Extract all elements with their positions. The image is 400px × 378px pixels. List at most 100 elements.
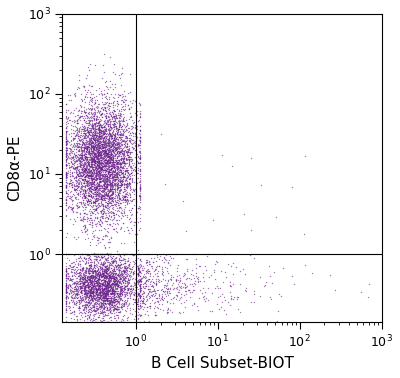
Point (119, 210, 125, 216)
Point (98, 278, 104, 284)
Point (107, 300, 114, 306)
Point (109, 182, 116, 188)
Point (91, 286, 98, 292)
Point (103, 273, 109, 279)
Point (83, 284, 89, 290)
Point (129, 141, 135, 147)
Point (111, 306, 117, 312)
Point (117, 122, 124, 128)
Point (136, 155, 142, 161)
Point (106, 279, 112, 285)
Point (98, 274, 104, 280)
Point (63, 141, 70, 147)
Point (82, 155, 88, 161)
Point (82, 167, 88, 173)
Point (80, 199, 86, 205)
Point (63, 165, 70, 171)
Point (116, 119, 122, 125)
Point (82, 154, 89, 160)
Point (118, 97, 125, 103)
Point (156, 295, 162, 301)
Point (125, 149, 131, 155)
Point (112, 177, 119, 183)
Point (150, 283, 156, 289)
Point (120, 155, 127, 161)
Point (136, 282, 142, 288)
Point (88, 275, 95, 281)
Point (96, 276, 103, 282)
Point (83, 167, 89, 173)
Point (107, 177, 113, 183)
Point (84, 159, 90, 165)
Point (134, 298, 141, 304)
Point (74, 181, 81, 187)
Point (84, 299, 90, 305)
Point (64, 113, 71, 119)
Point (104, 319, 111, 325)
Point (68, 310, 74, 316)
Point (109, 160, 116, 166)
Point (124, 192, 131, 198)
Point (105, 291, 112, 297)
Point (106, 181, 112, 187)
Point (231, 294, 238, 300)
Point (115, 292, 121, 298)
Point (86, 164, 92, 170)
Point (86, 118, 92, 124)
Point (100, 203, 106, 209)
Point (98, 114, 105, 120)
Point (125, 258, 131, 264)
Point (83, 298, 89, 304)
Point (120, 158, 127, 164)
Point (102, 293, 108, 299)
Point (80, 210, 87, 216)
Point (80, 163, 87, 169)
Point (82, 195, 89, 201)
Point (111, 279, 118, 285)
Point (100, 141, 106, 147)
Point (85, 276, 91, 282)
Point (96, 141, 102, 147)
Point (90, 132, 97, 138)
Point (84, 94, 90, 100)
Point (112, 286, 119, 292)
Point (104, 279, 110, 285)
Point (90, 141, 97, 147)
Point (76, 170, 82, 176)
Point (66, 142, 73, 148)
Point (115, 299, 121, 305)
Point (105, 289, 112, 295)
Point (128, 197, 135, 203)
Point (100, 270, 107, 276)
Point (156, 293, 162, 299)
Point (109, 274, 116, 280)
Point (139, 300, 146, 306)
Point (78, 162, 84, 168)
Point (69, 155, 76, 161)
Point (110, 277, 116, 283)
Point (110, 60, 117, 67)
Point (98, 105, 104, 112)
Point (104, 143, 110, 149)
Point (92, 197, 98, 203)
Point (95, 152, 101, 158)
Point (63, 139, 70, 145)
Point (112, 306, 119, 312)
Point (104, 121, 111, 127)
Point (108, 307, 114, 313)
Point (115, 314, 121, 320)
Point (88, 273, 94, 279)
Point (110, 152, 116, 158)
Point (120, 148, 127, 154)
Point (110, 100, 116, 106)
Point (98, 253, 104, 259)
Point (84, 157, 90, 163)
Point (118, 271, 124, 277)
Point (91, 144, 98, 150)
Point (89, 175, 96, 181)
Point (89, 156, 95, 162)
Point (124, 167, 130, 173)
Point (103, 185, 109, 191)
Point (118, 145, 125, 151)
Point (94, 292, 101, 298)
